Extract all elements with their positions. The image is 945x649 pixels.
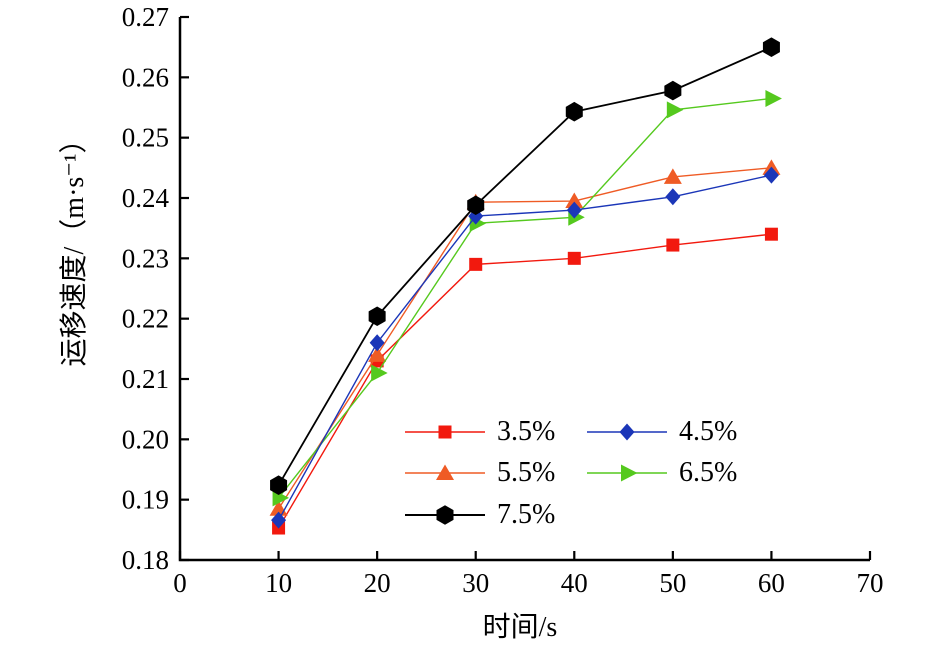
y-tick-label: 0.21 — [122, 364, 169, 394]
y-tick-label: 0.27 — [122, 2, 169, 32]
series-line — [277, 167, 772, 510]
series-line — [277, 46, 772, 486]
x-tick-label: 10 — [265, 568, 292, 598]
data-point-4-5pct-x60 — [763, 166, 779, 184]
y-tick-label: 0.20 — [122, 424, 169, 454]
data-point-7-5pct-x30 — [467, 195, 485, 216]
x-tick-label: 0 — [173, 568, 187, 598]
data-point-4-5pct-x40 — [566, 201, 582, 219]
data-point-7-5pct-x60 — [762, 37, 780, 57]
data-point-5-5pct-x50 — [663, 168, 682, 184]
data-point-4-5pct-x50 — [665, 188, 681, 206]
x-tick-label: 20 — [364, 568, 391, 598]
series-3-5pct — [272, 227, 778, 535]
y-tick-label: 0.26 — [122, 62, 169, 92]
y-tick-label: 0.24 — [122, 183, 170, 213]
y-tick-label: 0.19 — [122, 485, 169, 515]
data-point-5-5pct-x40 — [565, 192, 584, 209]
x-tick-label: 60 — [758, 568, 785, 598]
data-point-3-5pct-x40 — [567, 251, 581, 265]
data-point-4-5pct-x20 — [369, 334, 385, 352]
data-point-7-5pct-x10 — [270, 475, 288, 495]
x-tick-label: 70 — [857, 568, 884, 598]
y-axis-title: 运移速度/（m·s⁻¹） — [59, 125, 90, 367]
series-4-5pct — [271, 166, 779, 529]
data-point-5-5pct-x20 — [368, 346, 387, 362]
data-point-6-5pct-x50 — [666, 101, 684, 119]
series-line — [277, 174, 772, 521]
y-tick-label: 0.25 — [122, 123, 169, 153]
data-point-6-5pct-x60 — [765, 89, 782, 107]
series-7-5pct — [270, 37, 780, 495]
data-point-7-5pct-x50 — [664, 80, 682, 101]
data-point-7-5pct-x40 — [565, 101, 583, 122]
series-line — [277, 233, 772, 529]
x-axis-title: 时间/s — [482, 612, 558, 643]
series-line — [278, 97, 772, 499]
data-point-6-5pct-x20 — [371, 364, 388, 382]
data-point-7-5pct-x20 — [368, 306, 386, 327]
y-tick-label: 0.18 — [122, 545, 169, 575]
y-tick-label: 0.23 — [122, 243, 169, 273]
x-tick-label: 30 — [462, 568, 489, 598]
x-tick-label: 40 — [561, 568, 588, 598]
data-point-3-5pct-x50 — [666, 238, 680, 252]
series-6-5pct — [272, 89, 782, 507]
y-tick-label: 0.22 — [122, 304, 169, 334]
data-point-4-5pct-x10 — [271, 511, 287, 529]
x-tick-label: 50 — [659, 568, 686, 598]
data-point-3-5pct-x30 — [469, 257, 483, 271]
data-point-3-5pct-x60 — [764, 227, 778, 241]
